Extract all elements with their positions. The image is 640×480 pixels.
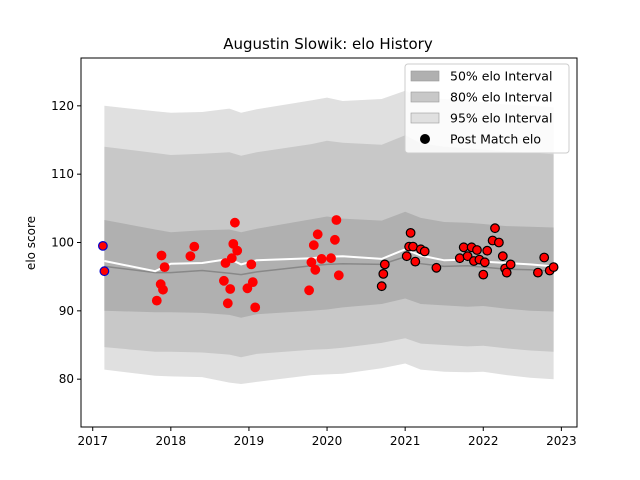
data-point [306,257,317,268]
data-point [312,229,323,240]
data-point [310,264,321,275]
data-point [229,217,240,228]
data-point [99,266,110,277]
data-point [226,253,237,264]
data-point [333,270,344,281]
y-tick-label: 110 [51,167,74,181]
x-tick-label: 2019 [234,434,265,448]
data-point [501,267,512,278]
median-line [104,255,554,276]
data-point [401,251,412,262]
data-point [220,258,231,268]
data-point [472,245,482,255]
legend-label: Post Match elo [450,132,541,147]
data-point [376,281,387,292]
data-point [331,215,342,225]
data-point [478,269,489,280]
data-point [158,284,168,295]
data-point [326,253,336,264]
data-point [378,269,389,279]
data-point [410,256,421,267]
legend-frame [404,63,570,154]
legend-label: 95% elo Interval [450,111,552,126]
data-point [225,284,236,294]
x-tick-label: 2021 [390,434,421,448]
data-point [462,251,473,262]
x-tick-label: 2017 [77,434,108,448]
chart-title: Augustin Slowik: elo History [223,35,433,53]
data-point [548,262,559,273]
x-tick-label: 2023 [546,434,577,448]
data-point [159,262,170,273]
data-point [304,285,315,296]
data-point [497,251,508,262]
data-point [97,240,108,251]
data-point [185,251,196,262]
data-point [479,257,490,268]
y-tick-label: 90 [59,304,74,318]
legend-label: 80% elo Interval [450,90,552,105]
data-point [419,246,430,257]
data-point [330,234,340,245]
data-point [379,259,390,270]
data-point [533,267,543,278]
data-point [156,250,167,261]
data-point [218,275,229,286]
legend-marker [420,134,430,144]
post-match-points [97,215,559,313]
data-point [246,259,257,270]
data-point [494,237,504,248]
data-point [539,252,550,263]
x-tick-label: 2022 [468,434,499,448]
data-point [247,277,258,288]
data-point [490,223,500,234]
y-tick-label: 120 [51,99,74,113]
y-tick-label: 80 [59,372,74,386]
y-axis: 80 90 100 110 120 [51,99,81,386]
data-point [250,302,261,313]
legend: 50% elo Interval 80% elo Interval 95% elo … [404,63,570,154]
data-point [222,298,233,309]
data-point [431,262,442,273]
plot-area [97,90,559,385]
y-axis-label: elo score [24,216,38,270]
data-point [242,283,253,294]
data-point [316,253,327,264]
data-point [151,295,162,306]
data-point [189,241,200,252]
x-tick-label: 2020 [312,434,343,448]
legend-swatch [410,91,440,103]
legend-swatch [410,112,440,124]
data-point [482,245,493,256]
legend-swatch [410,70,440,82]
legend-label: 50% elo Interval [450,69,552,84]
data-point [232,245,243,256]
data-point [308,240,319,251]
x-tick-label: 2018 [156,434,187,448]
data-point [405,227,416,238]
y-tick-label: 100 [51,236,74,250]
data-point [505,259,516,270]
x-axis: 2017 2018 2019 2020 2021 2022 2023 [77,427,577,448]
